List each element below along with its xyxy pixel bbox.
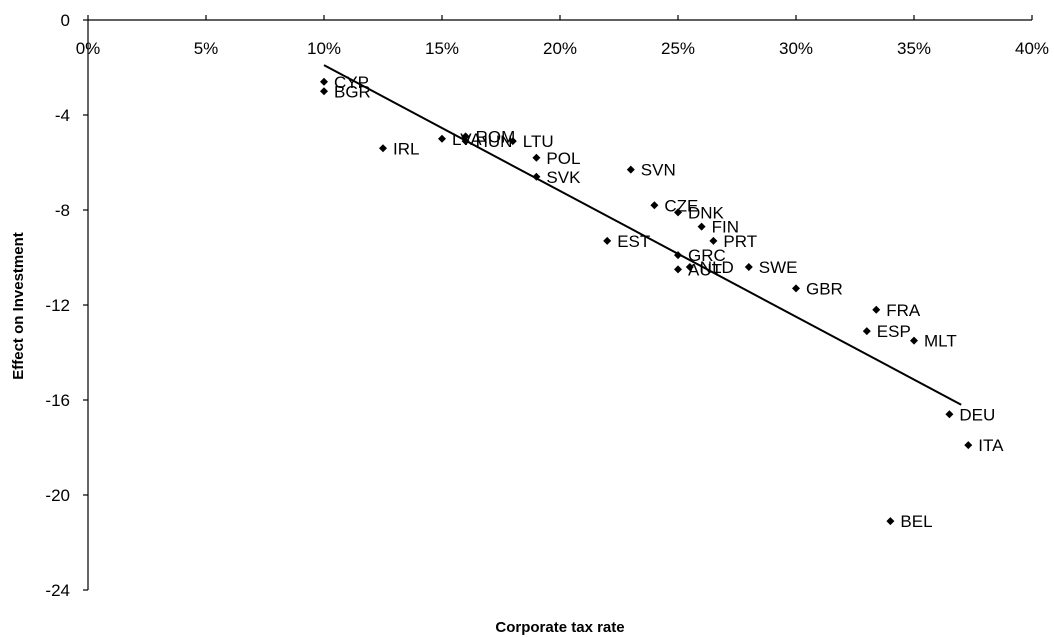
y-tick-label: -20 [45, 486, 70, 505]
data-point-label: FIN [712, 218, 739, 237]
data-point-label: LTU [523, 132, 554, 151]
data-point-label: AUT [688, 260, 722, 279]
x-tick-label: 25% [661, 39, 695, 58]
data-point [792, 284, 800, 293]
data-point-label: ROM [476, 127, 516, 146]
data-point [744, 263, 753, 271]
data-point [532, 153, 541, 162]
data-point-label: DNK [688, 203, 725, 222]
data-point-label: BGR [334, 82, 371, 101]
data-point [320, 77, 328, 86]
data-point [910, 336, 918, 345]
data-point-label: EST [617, 232, 650, 251]
y-tick-label: -16 [45, 391, 70, 410]
data-point-label: CZE [664, 196, 698, 215]
x-tick-label: 20% [543, 39, 577, 58]
y-tick-label: -24 [45, 581, 70, 600]
x-tick-label: 15% [425, 39, 459, 58]
data-point [626, 165, 635, 174]
data-point [709, 236, 718, 245]
x-tick-label: 10% [307, 39, 341, 58]
data-point-label: SVK [546, 168, 581, 187]
data-point [964, 441, 973, 450]
data-point [461, 132, 470, 141]
data-point [674, 265, 682, 274]
axes: 0% 5% 10% 15% 20% 25% 30% 35% 40% 0 -4 -8 -12 -16 -20 -… [45, 11, 1049, 600]
data-point [674, 208, 682, 217]
y-tick-label: -8 [55, 201, 70, 220]
data-point [886, 517, 895, 526]
data-point [320, 87, 328, 96]
data-point [461, 137, 470, 146]
x-tick-label: 30% [779, 39, 813, 58]
x-tick-label: 35% [897, 39, 931, 58]
data-point-label: BEL [900, 512, 932, 531]
data-point [685, 263, 694, 271]
data-point [438, 134, 446, 143]
data-point [862, 327, 871, 336]
data-point-label: MLT [924, 332, 957, 351]
data-point-label: NLD [700, 258, 734, 277]
data-point-label: POL [546, 149, 580, 168]
data-point-label: ESP [877, 322, 911, 341]
x-axis-title: Corporate tax rate [495, 619, 624, 636]
x-tick-label: 5% [194, 39, 219, 58]
data-point-label: GRC [688, 246, 726, 265]
data-point-label: PRT [723, 232, 757, 251]
data-point [379, 144, 387, 153]
data-point [945, 410, 954, 419]
data-point [674, 251, 682, 260]
y-tick-label: -12 [45, 296, 70, 315]
data-point-label: GBR [806, 279, 843, 298]
x-tick-label: 0% [76, 39, 101, 58]
data-points-group: CYPBGRIRLLVAROMHUNLTUPOLSVKSVNCZEDNKFINP… [320, 73, 1004, 531]
y-axis-title: Effect on Investment [10, 232, 27, 380]
data-point-label: SWE [759, 258, 798, 277]
trendline-group [323, 64, 962, 406]
x-tick-label: 40% [1015, 39, 1049, 58]
data-point [697, 222, 706, 231]
y-tick-label: 0 [61, 11, 70, 30]
data-point-label: HUN [476, 132, 513, 151]
y-tick-label: -4 [55, 106, 70, 125]
data-point [532, 172, 541, 181]
data-point [872, 305, 881, 314]
data-point [603, 236, 612, 245]
data-point [650, 201, 659, 210]
data-point-label: CYP [334, 73, 369, 92]
data-point-label: SVN [641, 161, 676, 180]
data-point [508, 137, 517, 146]
data-point-label: IRL [393, 139, 419, 158]
data-point-label: ITA [978, 436, 1004, 455]
data-point-label: FRA [886, 301, 921, 320]
data-point-label: DEU [959, 405, 995, 424]
trendline [323, 64, 962, 406]
